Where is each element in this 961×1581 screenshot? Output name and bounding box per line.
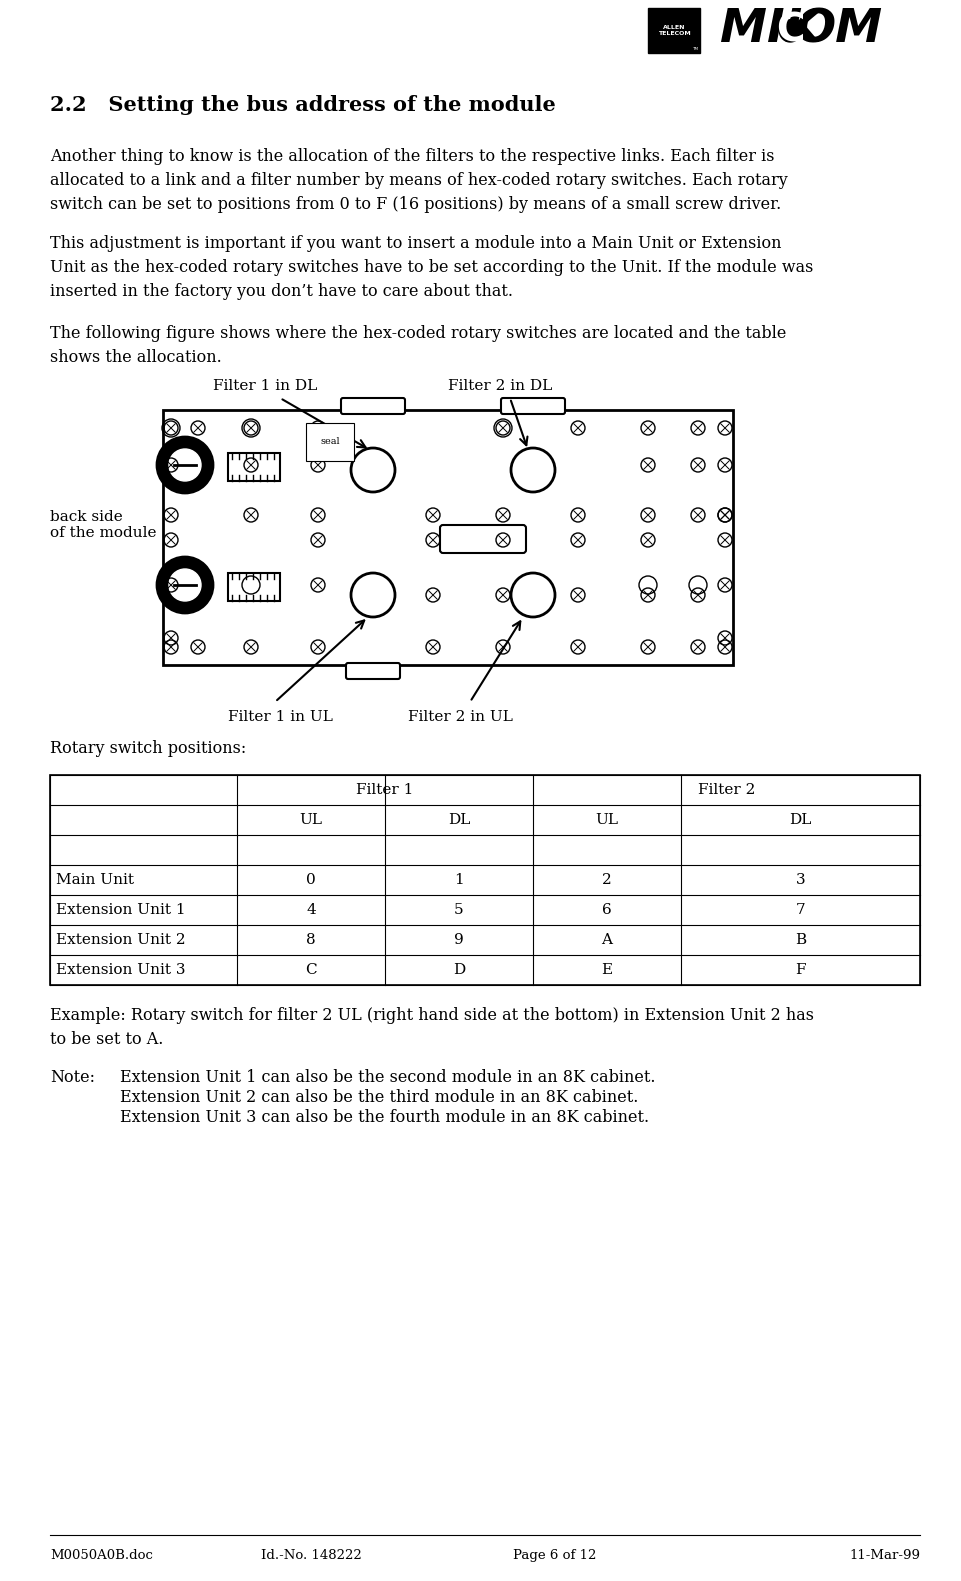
Text: D: D — [453, 963, 465, 977]
Text: Note:: Note: — [50, 1069, 95, 1086]
Text: Example: Rotary switch for filter 2 UL (right hand side at the bottom) in Extens: Example: Rotary switch for filter 2 UL (… — [50, 1007, 814, 1048]
Text: C: C — [776, 11, 804, 49]
FancyBboxPatch shape — [501, 398, 565, 414]
Text: OM: OM — [795, 8, 882, 52]
Text: ALLEN
TELECOM: ALLEN TELECOM — [657, 25, 690, 36]
Bar — [648, 8, 700, 54]
Text: F: F — [795, 963, 805, 977]
Text: UL: UL — [300, 813, 323, 827]
Text: Extension Unit 3 can also be the fourth module in an 8K cabinet.: Extension Unit 3 can also be the fourth … — [120, 1108, 649, 1126]
Text: Extension Unit 1: Extension Unit 1 — [56, 903, 185, 917]
Text: C: C — [306, 963, 317, 977]
Text: 6: 6 — [602, 903, 611, 917]
Circle shape — [169, 449, 201, 481]
Text: 11-Mar-99: 11-Mar-99 — [849, 1549, 920, 1562]
Text: back side
of the module: back side of the module — [50, 511, 157, 541]
Text: Main Unit: Main Unit — [56, 873, 134, 887]
Text: A: A — [602, 933, 612, 947]
Text: Extension Unit 1 can also be the second module in an 8K cabinet.: Extension Unit 1 can also be the second … — [120, 1069, 655, 1086]
Text: 1: 1 — [454, 873, 464, 887]
Text: 7: 7 — [796, 903, 805, 917]
Text: M0050A0B.doc: M0050A0B.doc — [50, 1549, 153, 1562]
Text: Extension Unit 2 can also be the third module in an 8K cabinet.: Extension Unit 2 can also be the third m… — [120, 1089, 638, 1107]
Text: Filter 1: Filter 1 — [357, 783, 413, 797]
Text: DL: DL — [448, 813, 470, 827]
Text: Id.-No. 148222: Id.-No. 148222 — [260, 1549, 361, 1562]
Text: Extension Unit 2: Extension Unit 2 — [56, 933, 185, 947]
Bar — [50, 775, 920, 985]
Circle shape — [157, 436, 213, 493]
FancyBboxPatch shape — [341, 398, 405, 414]
Text: B: B — [795, 933, 806, 947]
Bar — [228, 572, 280, 601]
Circle shape — [169, 569, 201, 601]
Text: UL: UL — [595, 813, 618, 827]
Text: Filter 1 in UL: Filter 1 in UL — [228, 710, 333, 724]
Text: Extension Unit 3: Extension Unit 3 — [56, 963, 185, 977]
Text: Filter 1 in DL: Filter 1 in DL — [213, 379, 317, 394]
FancyBboxPatch shape — [440, 525, 526, 553]
Text: MIK: MIK — [720, 8, 822, 52]
Text: DL: DL — [789, 813, 811, 827]
Text: 5: 5 — [455, 903, 464, 917]
Bar — [228, 454, 280, 481]
Text: Page 6 of 12: Page 6 of 12 — [513, 1549, 596, 1562]
Text: seal: seal — [320, 438, 340, 446]
Text: Filter 2 in UL: Filter 2 in UL — [407, 710, 512, 724]
Text: The following figure shows where the hex-coded rotary switches are located and t: The following figure shows where the hex… — [50, 326, 786, 367]
Text: 8: 8 — [307, 933, 316, 947]
Text: 3: 3 — [796, 873, 805, 887]
Text: This adjustment is important if you want to insert a module into a Main Unit or : This adjustment is important if you want… — [50, 236, 813, 300]
Text: 0: 0 — [307, 873, 316, 887]
Text: Filter 2 in DL: Filter 2 in DL — [448, 379, 553, 394]
Text: 2: 2 — [602, 873, 611, 887]
Circle shape — [157, 557, 213, 613]
Text: E: E — [602, 963, 612, 977]
Text: 4: 4 — [307, 903, 316, 917]
Text: TM: TM — [692, 47, 698, 51]
Text: Filter 2: Filter 2 — [698, 783, 755, 797]
Text: 2.2   Setting the bus address of the module: 2.2 Setting the bus address of the modul… — [50, 95, 555, 115]
Text: Another thing to know is the allocation of the filters to the respective links. : Another thing to know is the allocation … — [50, 149, 788, 213]
Text: Rotary switch positions:: Rotary switch positions: — [50, 740, 246, 757]
Text: 9: 9 — [454, 933, 464, 947]
Text: ●: ● — [776, 16, 803, 44]
FancyBboxPatch shape — [346, 662, 400, 678]
Bar — [163, 409, 733, 666]
